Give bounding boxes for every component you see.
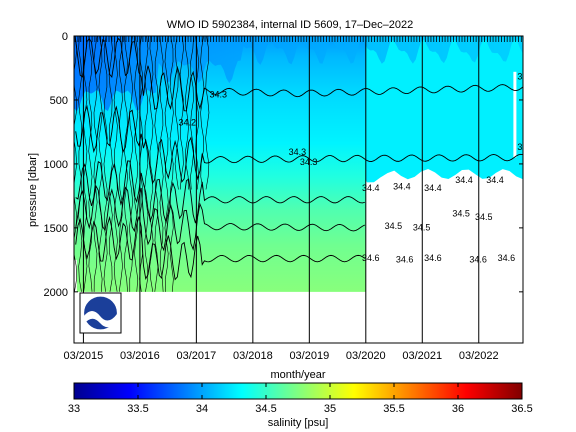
colorbar-tick-label: 35.5 bbox=[383, 403, 404, 415]
x-axis-ticks: 03/2015 03/2016 03/2017 03/2018 03/2019 03/20… bbox=[64, 36, 499, 362]
contour-label: 34.2 bbox=[178, 118, 196, 128]
colorbar-tick-label: 33.5 bbox=[127, 403, 148, 415]
contour-lines bbox=[75, 37, 523, 281]
contour-label: 34.5 bbox=[452, 208, 470, 218]
contour-label: 34.6 bbox=[469, 254, 487, 264]
contour-label: 34.3 bbox=[210, 89, 228, 99]
profile-trace bbox=[134, 36, 139, 292]
x-tick-label: 03/2021 bbox=[402, 350, 442, 362]
contour-label: 34.5 bbox=[413, 222, 431, 232]
contour-label: 34.3 bbox=[289, 147, 307, 157]
contour-label: 34.5 bbox=[475, 212, 493, 222]
profile-trace bbox=[159, 36, 164, 292]
colorbar-tick-label: 34 bbox=[196, 403, 208, 415]
chart-title: WMO ID 5902384, internal ID 5609, 17–Dec… bbox=[167, 19, 413, 31]
profile-trace bbox=[164, 36, 169, 292]
contour-line-34.2 bbox=[75, 37, 523, 112]
contour-label: 34.3 bbox=[517, 71, 535, 81]
contour-line-34.4 bbox=[75, 160, 365, 225]
contour-label: 34.6 bbox=[424, 253, 442, 263]
y-axis-ticks: 0 500 1000 1500 2000 bbox=[44, 31, 523, 299]
x-axis-label: month/year bbox=[270, 369, 325, 381]
y-tick-label: 500 bbox=[50, 95, 68, 107]
profile-trace bbox=[129, 36, 134, 292]
colorbar-label: salinity [psu] bbox=[268, 417, 329, 429]
contour-label: 34.6 bbox=[396, 254, 414, 264]
contour-label: 34.6 bbox=[498, 253, 516, 263]
profile-trace bbox=[144, 36, 149, 292]
contour-label: 34.4 bbox=[424, 183, 442, 193]
y-tick-label: 2000 bbox=[44, 287, 68, 299]
y-tick-label: 0 bbox=[62, 31, 68, 43]
profile-trace bbox=[88, 36, 93, 292]
profile-trace bbox=[118, 36, 123, 292]
contour-line-34.6 bbox=[75, 215, 366, 281]
profile-trace bbox=[123, 36, 128, 292]
contour-label: 34.4 bbox=[486, 175, 504, 185]
plot-frame bbox=[73, 35, 524, 344]
shallow-profile-fill bbox=[365, 36, 523, 184]
profile-trace bbox=[78, 36, 83, 292]
contour-line-34.3 bbox=[75, 104, 523, 185]
contour-label: 34.5 bbox=[385, 221, 403, 231]
contour-labels: 34.4 34.4 34.4 34.4 34.4 34.5 34.5 34.5 34.5 34.6… bbox=[178, 71, 535, 264]
profile-trace bbox=[195, 36, 200, 190]
contour-label: 34.3 bbox=[300, 157, 318, 167]
profile-trace bbox=[174, 36, 179, 190]
contour-label: 34.4 bbox=[362, 183, 380, 193]
colorbar-tick-label: 36 bbox=[452, 403, 464, 415]
profile-trace bbox=[98, 36, 103, 292]
x-tick-label: 03/2016 bbox=[120, 350, 160, 362]
profile-trace bbox=[190, 36, 195, 190]
y-axis-label: pressure [dbar] bbox=[27, 153, 39, 227]
surface-layer-fill bbox=[74, 36, 523, 112]
y-tick-label: 1000 bbox=[44, 159, 68, 171]
section-fill: 34.4 34.4 34.4 34.4 34.4 34.5 34.5 34.5 34.5 34.6… bbox=[74, 36, 535, 292]
x-tick-label: 03/2020 bbox=[346, 350, 386, 362]
noaa-logo bbox=[79, 292, 122, 334]
data-gap-strip bbox=[513, 71, 517, 158]
contour-label: 34.3 bbox=[517, 142, 535, 152]
colorbar-gradient bbox=[73, 382, 523, 400]
profile-trace bbox=[103, 36, 108, 292]
colorbar-tick-label: 33 bbox=[68, 403, 80, 415]
x-tick-label: 03/2022 bbox=[459, 350, 499, 362]
profile-trace bbox=[108, 36, 113, 292]
colorbar-tick-label: 34.5 bbox=[255, 403, 276, 415]
contour-line-34.5 bbox=[75, 184, 366, 252]
profile-trace bbox=[113, 36, 118, 292]
contour-label: 34.4 bbox=[455, 175, 473, 185]
colorbar-tick-label: 36.5 bbox=[511, 403, 532, 415]
x-tick-label: 03/2017 bbox=[176, 350, 216, 362]
x-tick-label: 03/2018 bbox=[233, 350, 273, 362]
x-tick-label: 03/2015 bbox=[64, 350, 104, 362]
x-tick-label: 03/2019 bbox=[289, 350, 329, 362]
colorbar: 33 33.5 34 34.5 35 35.5 36 36.5 bbox=[68, 382, 533, 415]
colorbar-tick-label: 35 bbox=[324, 403, 336, 415]
contour-label: 34.6 bbox=[362, 253, 380, 263]
contour-label: 34.4 bbox=[393, 182, 411, 192]
y-tick-label: 1500 bbox=[44, 223, 68, 235]
profile-trace bbox=[205, 36, 210, 190]
